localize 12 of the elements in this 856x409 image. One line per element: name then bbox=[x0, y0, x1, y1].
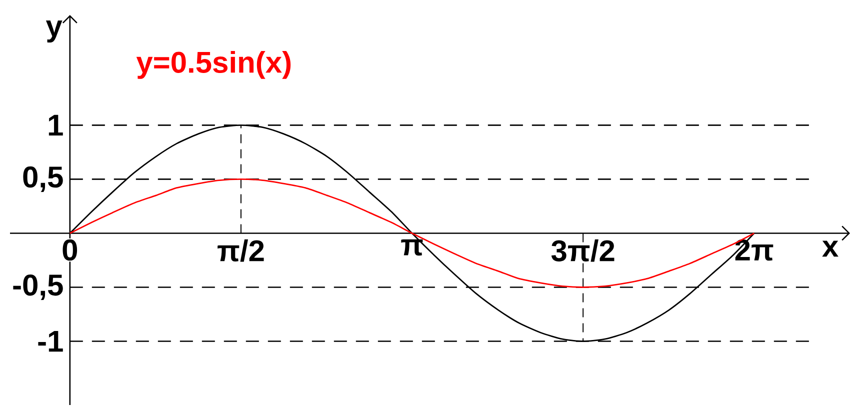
x-tick-label: π/2 bbox=[218, 239, 264, 262]
x-tick-label: 0 bbox=[62, 239, 78, 261]
x-axis-title: x bbox=[822, 240, 838, 257]
y-tick-label: 0,5 bbox=[23, 166, 63, 192]
y-tick-label: -1 bbox=[38, 330, 63, 352]
x-tick-label: π bbox=[401, 239, 423, 256]
y-tick-label: 1 bbox=[48, 114, 63, 136]
text: y=0.5sin(x) bbox=[136, 50, 291, 79]
x-tick-label: 3π/2 bbox=[551, 239, 614, 262]
y-axis-title: y bbox=[46, 20, 62, 43]
x-tick-label: 2π bbox=[735, 239, 774, 261]
y-tick-label: -0,5 bbox=[13, 274, 63, 300]
